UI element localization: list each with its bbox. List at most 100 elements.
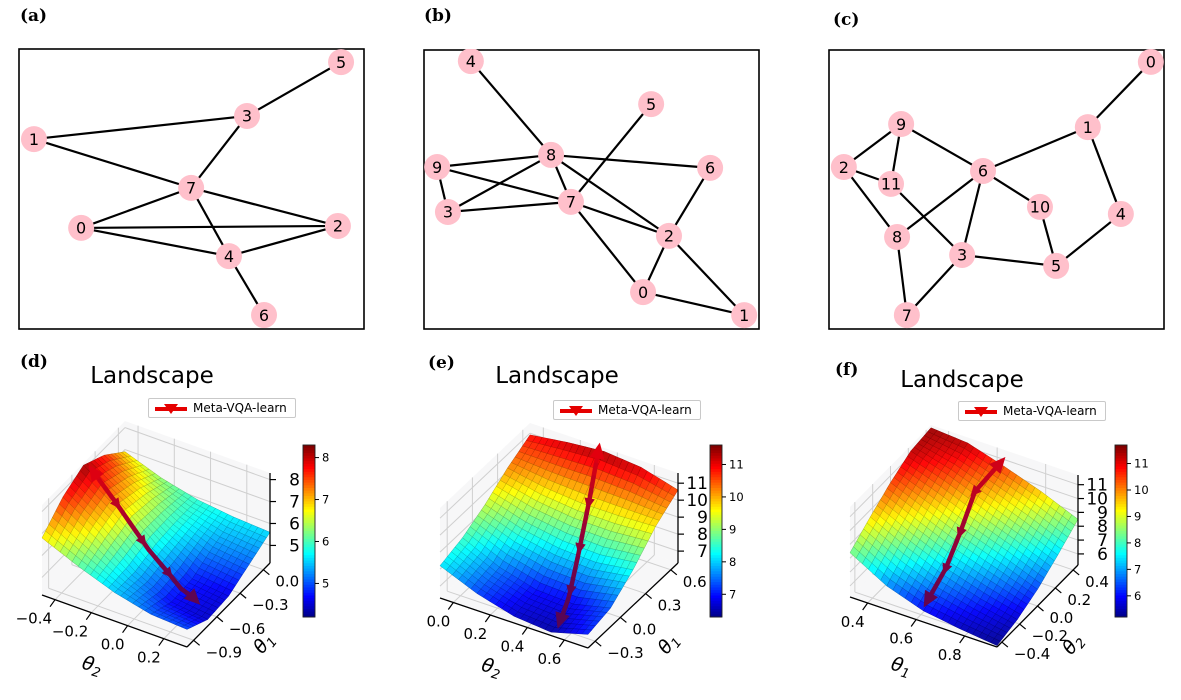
left-axis-tick-label: 0.4 bbox=[841, 613, 865, 631]
panel-label-e: (e) bbox=[428, 353, 455, 373]
graph-frame bbox=[423, 49, 760, 330]
graph-edge-3-11 bbox=[890, 183, 963, 256]
left-axis-tick-label: 0.6 bbox=[537, 650, 561, 668]
axis-lines bbox=[439, 473, 679, 649]
z-axis-tick-label: 8 bbox=[1097, 517, 1108, 537]
left-axis-tick-label: −0.4 bbox=[16, 610, 52, 628]
left-axis-tick-label: 0.0 bbox=[101, 636, 125, 654]
graph-edge-0-7 bbox=[80, 186, 192, 229]
graph-edge-3-5 bbox=[246, 61, 342, 117]
right-axis-tick-label: −0.4 bbox=[1014, 645, 1050, 663]
graph-node-label-1: 1 bbox=[1083, 118, 1093, 137]
z-axis-tick-label: 10 bbox=[1086, 490, 1108, 510]
legend-d: Meta-VQA-learn bbox=[148, 398, 296, 418]
graph-node-0 bbox=[68, 214, 95, 241]
trajectory-arrow-marker bbox=[989, 457, 1006, 474]
graph-node-label-0: 0 bbox=[1146, 53, 1156, 72]
graph-node-0 bbox=[630, 279, 657, 306]
trajectory-arrow-marker bbox=[589, 442, 605, 460]
graph-edge-1-7 bbox=[33, 138, 192, 189]
graph-edge-7-9 bbox=[436, 165, 572, 203]
z-axis-tick-label: 10 bbox=[686, 491, 708, 511]
graph-node-6 bbox=[970, 157, 997, 184]
graph-node-6 bbox=[251, 302, 278, 329]
legend-arrow-marker-icon bbox=[965, 405, 997, 418]
z-axis-tick-label: 7 bbox=[1097, 531, 1108, 551]
graph-node-label-1: 1 bbox=[29, 130, 39, 149]
left-axis-tick-label: 0.0 bbox=[426, 613, 450, 631]
z-axis-tick-label: 7 bbox=[697, 542, 708, 562]
graph-node-label-2: 2 bbox=[333, 217, 343, 236]
graph-edge-5-7 bbox=[570, 103, 652, 203]
left-axis-name: θ2 bbox=[79, 652, 105, 682]
graph-node-label-5: 5 bbox=[1051, 257, 1061, 276]
graph-edge-2-6 bbox=[668, 167, 712, 237]
right-axis-tick-label: 0.0 bbox=[1050, 609, 1074, 627]
left-axis-tick-label: 0.8 bbox=[938, 646, 962, 664]
graph-nodes: 0 1 2 3 4 5 6 7 8 9 bbox=[424, 49, 758, 329]
legend-arrow-marker-icon bbox=[560, 404, 592, 417]
colorbar-tick-label: 8 bbox=[729, 555, 736, 569]
graph-node-9 bbox=[888, 111, 915, 138]
graph-edge-2-7 bbox=[190, 186, 339, 228]
graph-node-6 bbox=[697, 154, 724, 181]
trajectory-arrow-marker bbox=[584, 497, 595, 510]
graph-edge-0-1 bbox=[642, 290, 745, 317]
graph-node-5 bbox=[1043, 252, 1070, 279]
legend-label: Meta-VQA-learn bbox=[598, 403, 692, 417]
left-axis-tick-label: 0.2 bbox=[137, 649, 161, 667]
graph-node-2 bbox=[324, 212, 351, 239]
graph-node-label-2: 2 bbox=[839, 158, 849, 177]
trajectory-arrow-marker bbox=[161, 566, 173, 579]
colorbar: 7 8 9 10 11 bbox=[709, 444, 744, 618]
graph-node-label-4: 4 bbox=[1116, 205, 1126, 224]
colorbar-tick-label: 7 bbox=[322, 493, 329, 507]
trajectory-arrow-marker bbox=[555, 611, 570, 629]
graph-node-11 bbox=[878, 170, 905, 197]
graph-node-5 bbox=[328, 49, 355, 76]
colorbar-tick-label: 7 bbox=[729, 587, 736, 601]
graph-node-label-11: 11 bbox=[881, 175, 901, 194]
right-axis-tick-label: −0.6 bbox=[229, 620, 265, 638]
colorbar-tick-label: 10 bbox=[729, 490, 744, 504]
graph-node-label-7: 7 bbox=[186, 179, 196, 198]
colorbar: 6 7 8 9 10 11 bbox=[1114, 444, 1149, 618]
colorbar-tick-label: 8 bbox=[322, 451, 329, 465]
trajectory-arrow-marker bbox=[575, 542, 586, 555]
graph-edges bbox=[436, 60, 745, 317]
graph-node-7 bbox=[557, 188, 584, 215]
graph-edge-2-7 bbox=[570, 200, 670, 237]
graph-node-7 bbox=[178, 174, 205, 201]
colorbar-tick-label: 11 bbox=[729, 457, 744, 471]
legend-f: Meta-VQA-learn bbox=[958, 401, 1106, 421]
panel-label-b: (b) bbox=[424, 6, 452, 26]
graph-node-label-3: 3 bbox=[443, 203, 453, 222]
landscape-title-f: Landscape bbox=[900, 367, 1024, 393]
graph-node-label-5: 5 bbox=[336, 53, 346, 72]
graph-edge-6-9 bbox=[900, 123, 984, 172]
graph-node-9 bbox=[424, 154, 451, 181]
axis-lines bbox=[41, 473, 271, 648]
right-axis-tick-label: 0.3 bbox=[658, 597, 682, 615]
right-axis-tick-label: 0.4 bbox=[1085, 573, 1109, 591]
left-axis-name: θ1 bbox=[888, 653, 914, 683]
graph-edge-4-8 bbox=[470, 60, 552, 156]
graph-edge-3-6 bbox=[961, 170, 985, 256]
colorbar-tick-label: 8 bbox=[1134, 536, 1141, 550]
graph-edge-3-7 bbox=[190, 115, 248, 189]
colorbar-tick-label: 5 bbox=[322, 576, 329, 590]
graph-node-1 bbox=[1074, 114, 1101, 141]
legend-label: Meta-VQA-learn bbox=[193, 401, 287, 415]
right-axis-tick-label: −0.3 bbox=[252, 596, 288, 614]
surface-mesh bbox=[849, 427, 1079, 646]
graph-node-label-8: 8 bbox=[892, 228, 902, 247]
graph-node-label-9: 9 bbox=[432, 158, 442, 177]
z-axis-tick-label: 9 bbox=[1097, 503, 1108, 523]
landscape-plot-f: 0.40.60.8 −0.4−0.20.00.20.467891011θ1θ267… bbox=[841, 425, 1149, 683]
graph-node-label-0: 0 bbox=[638, 283, 648, 302]
graph-edge-3-5 bbox=[961, 253, 1057, 268]
graph-edge-0-4 bbox=[80, 226, 230, 258]
graph-edge-2-4 bbox=[228, 224, 339, 258]
graph-edge-4-7 bbox=[190, 187, 230, 257]
